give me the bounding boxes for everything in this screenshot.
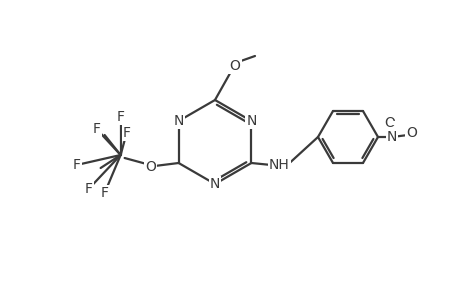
Text: F: F [73,158,80,172]
Text: N: N [246,114,256,128]
Text: NH: NH [269,158,289,172]
Text: F: F [101,186,108,200]
Text: F: F [123,126,130,140]
Text: N: N [173,114,184,128]
Text: O: O [229,59,240,73]
Text: F: F [117,110,124,124]
Text: F: F [92,122,101,136]
Text: N: N [386,130,396,144]
Text: F: F [84,182,92,196]
Text: O: O [406,126,416,140]
Text: N: N [209,177,220,191]
Text: O: O [145,160,156,174]
Text: O: O [384,116,395,130]
